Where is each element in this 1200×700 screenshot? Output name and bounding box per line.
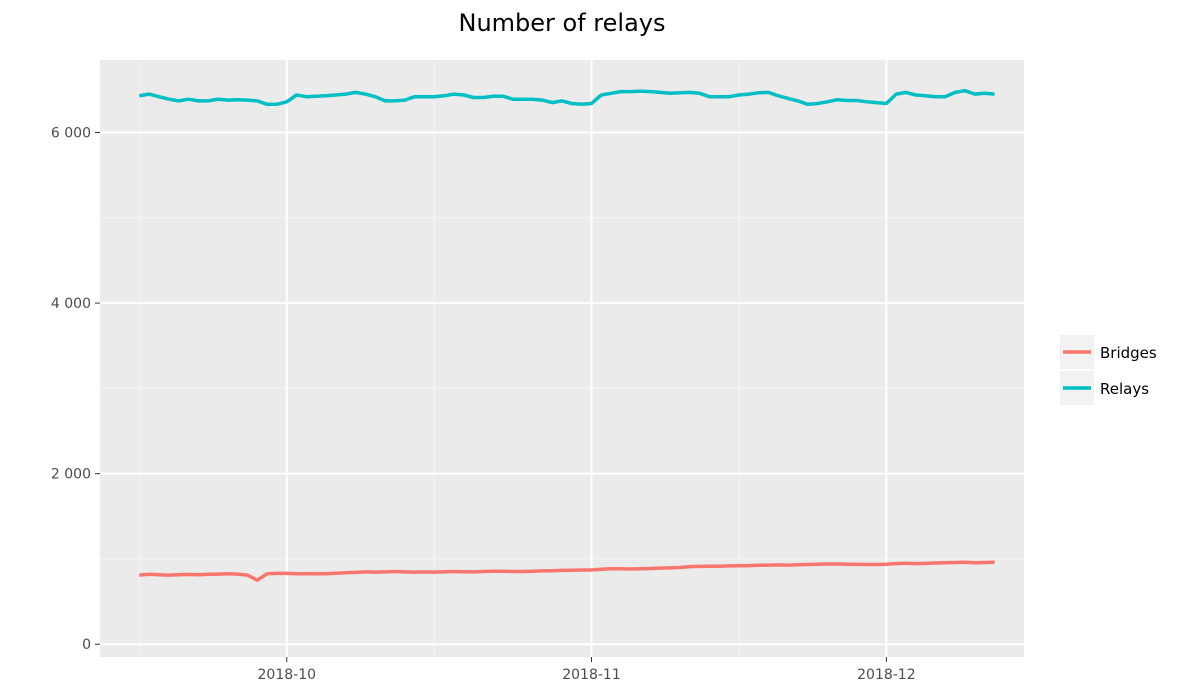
legend-label-bridges: Bridges [1100,344,1157,362]
legend-label-relays: Relays [1100,380,1149,398]
y-tick-label: 4 000 [51,296,91,312]
x-tick-label: 2018-10 [258,667,317,683]
y-tick-label: 6 000 [51,125,91,141]
x-tick-label: 2018-12 [857,667,916,683]
x-axis: 2018-10 2018-11 2018-12 [258,657,916,683]
x-tick-label: 2018-11 [562,667,621,683]
series-line-relays [139,88,995,107]
chart-title: Number of relays [459,9,666,37]
legend: Bridges Relays [1060,335,1157,405]
y-axis: 0 2 000 4 000 6 000 [51,125,100,653]
y-tick-label: 0 [82,637,91,653]
minor-gridlines [100,60,1024,657]
series-line-bridges [139,560,995,582]
series-layer [139,88,995,582]
y-tick-label: 2 000 [51,467,91,483]
major-gridlines [100,60,1024,657]
plot-background [100,60,1024,657]
